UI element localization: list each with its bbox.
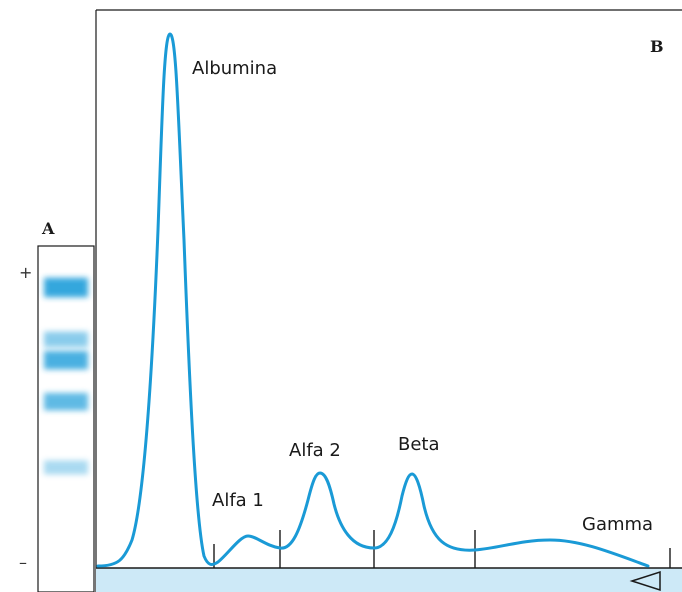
anode-plus-sign: +: [19, 263, 32, 282]
gel-band: [44, 350, 88, 370]
gel-band: [44, 460, 88, 475]
peak-label-gamma: Gamma: [582, 514, 653, 535]
panel-a-letter: A: [41, 219, 55, 238]
gel-strip: [37, 245, 95, 592]
gel-bands: [44, 277, 88, 475]
gel-band: [44, 331, 88, 348]
gel-band: [44, 277, 88, 298]
peak-label-alfa2: Alfa 2: [289, 440, 341, 461]
baseline-band: [96, 568, 682, 592]
peak-label-alfa1: Alfa 1: [212, 490, 264, 511]
direction-arrow-icon: [629, 570, 661, 592]
panel-b: B Albumina Alfa 1 Alfa 2 Beta Gamma: [95, 9, 682, 592]
gel-band: [44, 392, 88, 411]
peak-label-beta: Beta: [398, 434, 440, 455]
densitometry-curve: [96, 32, 650, 568]
cathode-minus-sign: –: [19, 553, 27, 572]
peak-label-albumina: Albumina: [192, 58, 277, 79]
panel-a: A + –: [19, 219, 95, 592]
panel-b-letter: B: [650, 37, 664, 56]
